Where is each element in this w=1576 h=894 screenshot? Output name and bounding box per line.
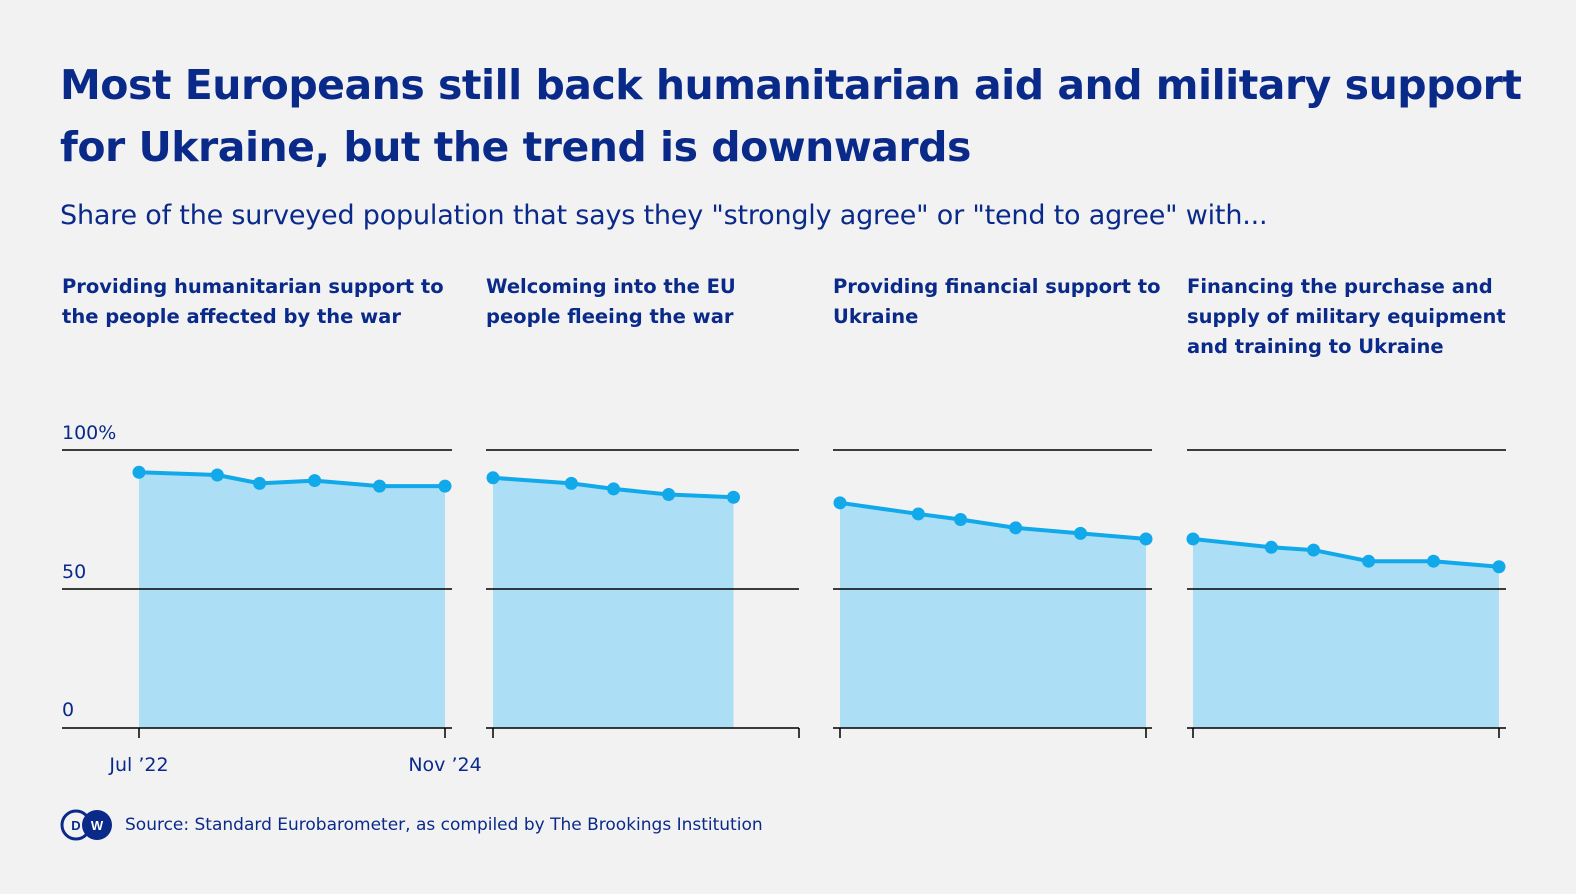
data-point-1-2 [607, 482, 621, 496]
data-point-2-2 [954, 513, 968, 526]
series-line-3 [1192, 536, 1500, 569]
chart-subtitle: Share of the surveyed population that sa… [60, 200, 1268, 231]
data-point-0-5 [438, 479, 452, 493]
y-tick-label-1: 50 [62, 561, 86, 583]
data-point-2-1 [911, 507, 925, 521]
area-fill-2 [840, 502, 1146, 728]
data-point-0-2 [253, 476, 267, 490]
panel-title-refugees: Welcoming into the EU people fleeing the… [486, 275, 736, 328]
data-point-2-3 [1009, 521, 1023, 535]
panel-title-humanitarian: Providing humanitarian support to the pe… [62, 275, 444, 328]
panel-title-military: Financing the purchase and supply of mil… [1187, 275, 1506, 358]
data-point-2-5 [1139, 532, 1153, 546]
data-point-2-4 [1074, 526, 1088, 540]
series-line-2 [839, 500, 1147, 541]
data-point-0-3 [308, 474, 322, 488]
y-tick-label-0: 0 [62, 699, 74, 721]
data-point-3-5 [1492, 560, 1506, 574]
data-point-3-4 [1427, 554, 1441, 568]
data-point-3-0 [1186, 532, 1200, 546]
area-fill-3 [1193, 538, 1499, 728]
svg-text:W: W [91, 818, 104, 833]
dw-logo: D W [60, 809, 112, 841]
area-fill-1 [493, 477, 734, 728]
data-point-3-3 [1362, 554, 1376, 568]
x-tick-label-0: Jul ’22 [108, 754, 168, 776]
data-point-3-2 [1307, 543, 1321, 557]
data-point-1-3 [662, 487, 676, 501]
x-tick-label-1: Nov ’24 [408, 754, 481, 776]
data-point-0-1 [210, 468, 224, 482]
data-point-1-4 [727, 490, 741, 504]
data-point-1-0 [486, 471, 500, 485]
series-line-0 [138, 470, 445, 489]
source-note: Source: Standard Eurobarometer, as compi… [125, 815, 763, 835]
data-point-0-0 [132, 465, 146, 479]
data-point-1-1 [564, 476, 578, 490]
data-point-3-1 [1264, 540, 1278, 554]
svg-text:D: D [71, 818, 80, 833]
chart-title: Most Europeans still back humanitarian a… [60, 61, 1522, 171]
y-tick-label-2: 100% [62, 422, 116, 444]
data-point-2-0 [833, 496, 847, 510]
data-point-0-4 [373, 479, 387, 493]
area-fill-0 [139, 472, 445, 728]
panel-title-financial: Providing financial support to Ukraine [833, 275, 1161, 328]
